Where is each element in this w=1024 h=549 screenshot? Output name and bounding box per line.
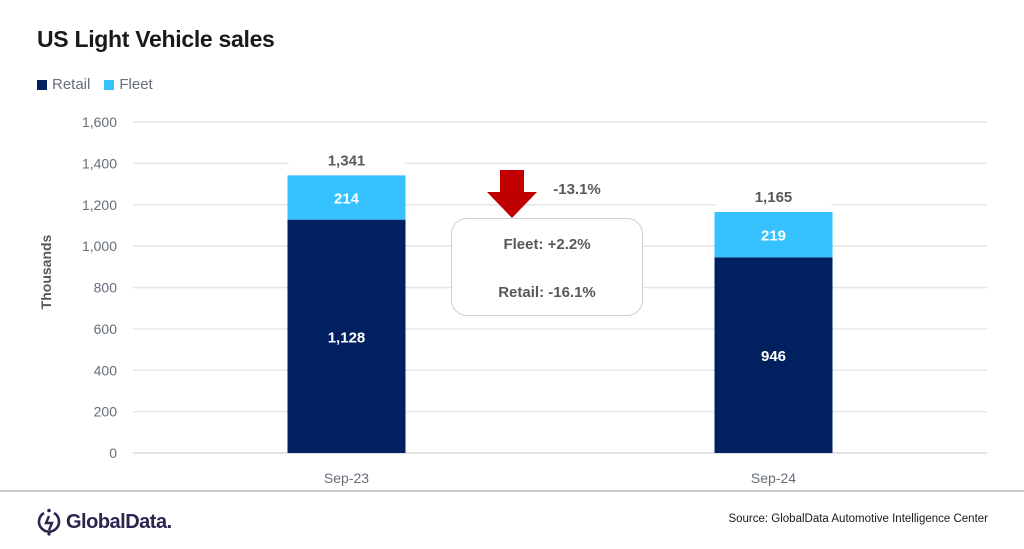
data-label-fleet: 214	[334, 191, 360, 208]
legend-label-fleet: Fleet	[119, 76, 153, 93]
callout-fleet-change: Fleet: +2.2%	[503, 236, 591, 253]
y-axis-ticks: 0 200 400 600 800 1,000 1,200 1,400 1,600	[82, 114, 117, 461]
globaldata-logo-icon	[37, 508, 61, 536]
data-label-retail: 1,128	[328, 329, 366, 346]
x-tick-label: Sep-24	[751, 470, 796, 486]
legend-swatch-retail	[37, 79, 47, 90]
y-tick-label: 200	[94, 404, 118, 420]
total-label-background	[288, 149, 405, 172]
y-tick-label: 400	[94, 362, 118, 378]
total-label-background	[715, 185, 832, 208]
data-label-fleet: 219	[761, 228, 786, 245]
globaldata-brand-text: GlobalData.	[66, 510, 172, 533]
source-note: Source: GlobalData Automotive Intelligen…	[728, 513, 988, 525]
y-tick-label: 1,200	[82, 197, 117, 213]
bars: 1,128 214 1,341 946 219 1,165	[287, 149, 833, 453]
x-tick-label: Sep-23	[324, 470, 369, 486]
total-change-label: -13.1%	[553, 181, 601, 198]
change-callout: Fleet: +2.2% Retail: -16.1%	[451, 218, 643, 316]
total-label: 1,165	[755, 189, 793, 206]
callout-retail-change: Retail: -16.1%	[498, 284, 596, 301]
legend-item-fleet: Fleet	[104, 76, 153, 93]
chart-title: US Light Vehicle sales	[37, 26, 275, 52]
legend-label-retail: Retail	[52, 76, 91, 93]
total-label: 1,341	[328, 153, 366, 170]
bar-fleet-sep-23	[287, 175, 406, 220]
down-arrow-icon	[487, 170, 537, 218]
legend-swatch-fleet	[104, 79, 115, 90]
bar-fleet-sep-24	[714, 211, 833, 258]
y-tick-label: 800	[94, 280, 118, 296]
y-tick-label: 600	[94, 321, 118, 337]
y-tick-label: 1,600	[82, 114, 117, 130]
bar-retail-sep-23	[287, 219, 406, 453]
data-label-retail: 946	[761, 348, 786, 365]
globaldata-logo: GlobalData.	[36, 508, 172, 536]
footer-divider	[0, 490, 1024, 492]
y-tick-label: 0	[109, 445, 117, 461]
legend-item-retail: Retail	[37, 76, 90, 93]
y-tick-label: 1,400	[82, 155, 117, 171]
y-axis-label: Thousands	[38, 234, 54, 309]
legend: Retail Fleet	[37, 76, 167, 93]
bar-retail-sep-24	[714, 257, 833, 453]
x-axis-ticks: Sep-23 Sep-24	[324, 470, 796, 486]
y-tick-label: 1,000	[82, 238, 117, 254]
